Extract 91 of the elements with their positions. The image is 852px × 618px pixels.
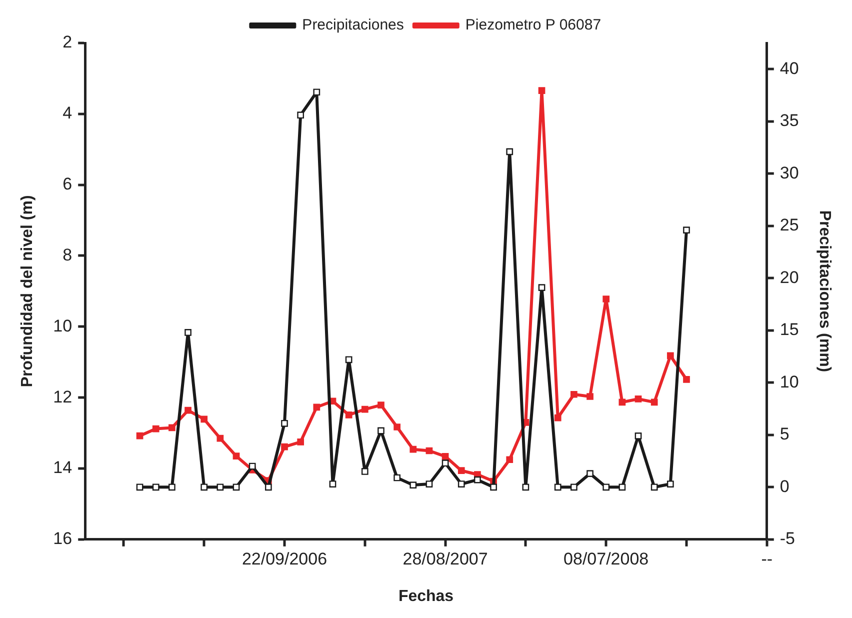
point [361,406,368,413]
point [426,480,433,488]
point [570,484,578,491]
point [152,484,160,491]
y2-tick-label: 0 [780,476,790,496]
x-tick-label: 28/08/2007 [402,549,488,568]
point [683,226,690,234]
point [345,356,352,364]
point [297,438,304,446]
legend-label: Precipitaciones [302,16,404,34]
point [264,484,272,491]
y2-tick-label: 35 [780,111,799,130]
x-tick-label: 22/09/2006 [242,549,328,568]
y2-tick-label: 30 [780,163,799,182]
point [666,352,674,360]
point [313,88,320,96]
x-axis-title: Fechas [398,588,454,605]
point [136,432,144,440]
y2-tick-label: 15 [780,320,799,340]
y-tick-label: 2 [62,32,72,52]
y-tick-label: 10 [53,316,72,336]
point [200,484,208,491]
point [281,443,288,450]
point [490,484,497,491]
point [522,484,530,491]
point [506,148,514,156]
point [152,425,160,432]
point [618,398,626,406]
point [216,434,224,442]
y2-tick-label: 25 [780,216,799,235]
point [442,453,449,460]
point [168,484,176,491]
point [474,476,481,484]
y2-tick-label: 5 [780,424,790,444]
point [361,468,368,475]
point [602,296,610,302]
y-tick-label: 14 [53,458,72,478]
y-tick-label: 8 [62,245,72,264]
point [248,462,256,470]
point [586,470,594,477]
point [184,329,192,336]
y2-tick-label: 10 [780,372,799,392]
x-tick-label: -- [761,549,773,568]
point [232,452,240,460]
y2-tick-label: 40 [780,58,799,78]
point [458,480,465,488]
legend-label: Piezometro P 06087 [465,16,602,34]
point [586,393,594,400]
y2-tick-label: 20 [780,268,799,287]
point [554,484,562,491]
point [232,484,240,491]
point [570,390,578,398]
point [634,396,642,402]
point [281,420,288,427]
point [378,427,384,434]
point [538,87,546,94]
point [506,456,514,464]
y-axis-title: Profundidad del nivel (m) [19,195,36,388]
point [458,467,465,474]
point [329,480,336,488]
point [426,447,433,454]
point [200,416,208,423]
y-tick-label: 6 [62,174,72,194]
point [313,404,320,411]
point [666,480,674,488]
point [345,412,352,418]
point [602,484,610,491]
point [650,398,658,406]
point [216,484,224,491]
point [554,414,562,422]
point [136,484,144,491]
y2-tick-label: -5 [780,529,796,548]
x-tick-label: 08/07/2008 [564,549,649,568]
point [168,424,176,432]
point [394,424,400,430]
point [618,484,626,491]
point [297,112,304,119]
point [683,376,690,383]
y-tick-label: 12 [53,387,72,406]
y-tick-label: 4 [62,104,72,123]
point [378,402,384,408]
point [410,446,417,453]
point [650,484,658,491]
point [634,432,642,440]
point [442,460,449,467]
point [184,406,192,414]
point [394,474,400,482]
y2-axis-title: Precipitaciones (mm) [816,210,833,372]
point [538,284,546,291]
y-tick-label: 16 [53,529,72,548]
point [410,482,417,488]
